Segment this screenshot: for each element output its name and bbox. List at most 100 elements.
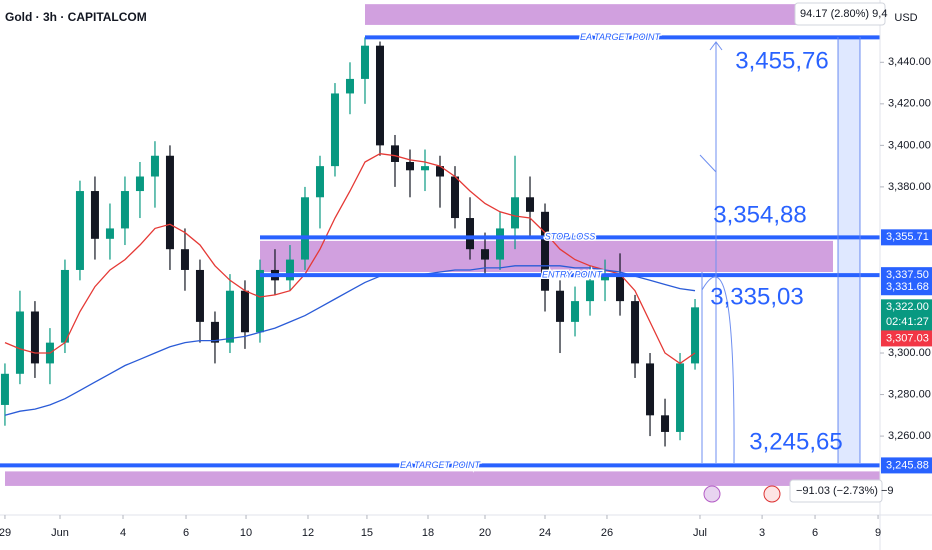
- candle-body: [315, 166, 324, 198]
- candle-body: [330, 93, 339, 167]
- candle-body: [481, 249, 490, 260]
- candle-body: [601, 274, 610, 281]
- change-text: 94.17 (2.80%) 9,4: [800, 8, 887, 20]
- price-label-box: [881, 330, 932, 347]
- countdown: 02:41:27: [886, 316, 929, 328]
- candle-body: [390, 145, 399, 162]
- zone: [365, 4, 880, 25]
- candle-body: [300, 197, 309, 260]
- candle-body: [375, 45, 384, 146]
- candle-body: [420, 166, 429, 171]
- candle-body: [345, 78, 354, 94]
- candle-body: [150, 155, 159, 177]
- x-tick-label: 20: [479, 527, 491, 539]
- candle-body: [405, 161, 414, 171]
- price-label-box: [881, 299, 932, 332]
- annotation: 3,354,88: [713, 201, 806, 228]
- candle-body: [30, 311, 39, 364]
- price-label-box: [881, 279, 932, 296]
- candle-body: [120, 191, 129, 229]
- y-tick-label: 3,260.00: [888, 430, 931, 442]
- x-tick-label: 24: [539, 527, 551, 539]
- candle-body: [195, 269, 204, 322]
- annotation: 3,335,03: [710, 283, 803, 310]
- zone: [5, 471, 880, 486]
- x-tick-label: Jun: [51, 527, 69, 539]
- x-tick-label: 6: [812, 527, 818, 539]
- annotation: 3,245,65: [749, 428, 842, 455]
- candle-body: [466, 218, 475, 250]
- candle-body: [135, 176, 144, 192]
- candle-body: [60, 269, 69, 343]
- candle-body: [285, 259, 294, 281]
- price-label-box: [881, 229, 932, 246]
- candle-body: [360, 45, 369, 79]
- candle-body: [0, 373, 9, 405]
- candle-body: [616, 274, 625, 302]
- price-label: 3,337.50: [886, 269, 929, 281]
- level-label: ENTRY POINT: [542, 270, 604, 280]
- x-tick-label: 6: [183, 527, 189, 539]
- currency: USD: [894, 12, 917, 24]
- candle-body: [571, 301, 580, 322]
- chart-title: Gold · 3h · CAPITALCOM: [5, 10, 147, 24]
- candle-body: [225, 290, 234, 343]
- x-tick-label: 3: [759, 527, 765, 539]
- level-label: EA TARGET POINT: [400, 460, 482, 470]
- change-box: [794, 2, 886, 26]
- plot-area: EA TARGET POINT STOP LOSS ENTRY POINT EA TA…: [0, 4, 880, 486]
- candle-body: [90, 191, 99, 239]
- candle-body: [676, 363, 685, 432]
- candle-body: [436, 166, 444, 177]
- change-text: −91.03 (−2.73%) −9: [796, 485, 894, 497]
- x-tick-label: 29: [0, 527, 11, 539]
- candle-body: [165, 155, 174, 250]
- candle-body: [240, 290, 249, 333]
- candle-body: [496, 228, 505, 260]
- y-tick-label: 3,400.00: [888, 139, 931, 151]
- price-label-box: [881, 457, 932, 474]
- arrow: [699, 41, 723, 200]
- y-tick-label: 3,380.00: [888, 181, 931, 193]
- candle-body: [105, 228, 114, 239]
- moving-average: [4, 265, 696, 416]
- candle-body: [526, 197, 535, 212]
- x-tick-label: 4: [120, 527, 126, 539]
- y-tick-label: 3,420.00: [888, 98, 931, 110]
- candle-body: [451, 176, 460, 219]
- curve: [701, 276, 735, 464]
- x-tick-label: Jul: [693, 527, 707, 539]
- level-label: EA TARGET POINT: [580, 32, 662, 42]
- y-tick-label: 3,280.00: [888, 388, 931, 400]
- candle-body: [691, 307, 700, 364]
- x-tick-label: 12: [302, 527, 314, 539]
- candle-body: [210, 321, 219, 343]
- candle-body: [75, 191, 84, 270]
- moving-average: [4, 153, 696, 365]
- candle-body: [631, 301, 640, 364]
- price-label: 3,322.00: [886, 301, 929, 313]
- event-icon[interactable]: [763, 485, 781, 503]
- annotations: 3,455,76 3,354,88 3,335,03 3,245,65: [699, 37, 861, 464]
- price-label: 3,331.68: [886, 281, 929, 293]
- change-box: [789, 479, 883, 503]
- candle-body: [511, 197, 520, 229]
- x-tick-label: 9: [875, 527, 881, 539]
- event-icon[interactable]: [703, 485, 721, 503]
- candle-body: [15, 311, 24, 374]
- y-tick-label: 3,440.00: [888, 56, 931, 68]
- range-shade: [838, 37, 860, 463]
- candle-body: [661, 415, 670, 432]
- candle-body: [541, 211, 550, 291]
- x-tick-label: 18: [422, 527, 434, 539]
- axes: 3,260.00 3,280.00 3,300.00 3,380.00 3,400.00…: [0, 56, 932, 539]
- x-tick-label: 15: [361, 527, 373, 539]
- price-label-box: [881, 267, 932, 284]
- price-label: 3,245.88: [886, 459, 929, 471]
- candle-body: [586, 280, 595, 302]
- annotation: 3,455,76: [735, 47, 828, 74]
- price-label: 3,355.71: [886, 231, 929, 243]
- candle-body: [556, 290, 565, 322]
- level-label: STOP LOSS: [545, 232, 596, 242]
